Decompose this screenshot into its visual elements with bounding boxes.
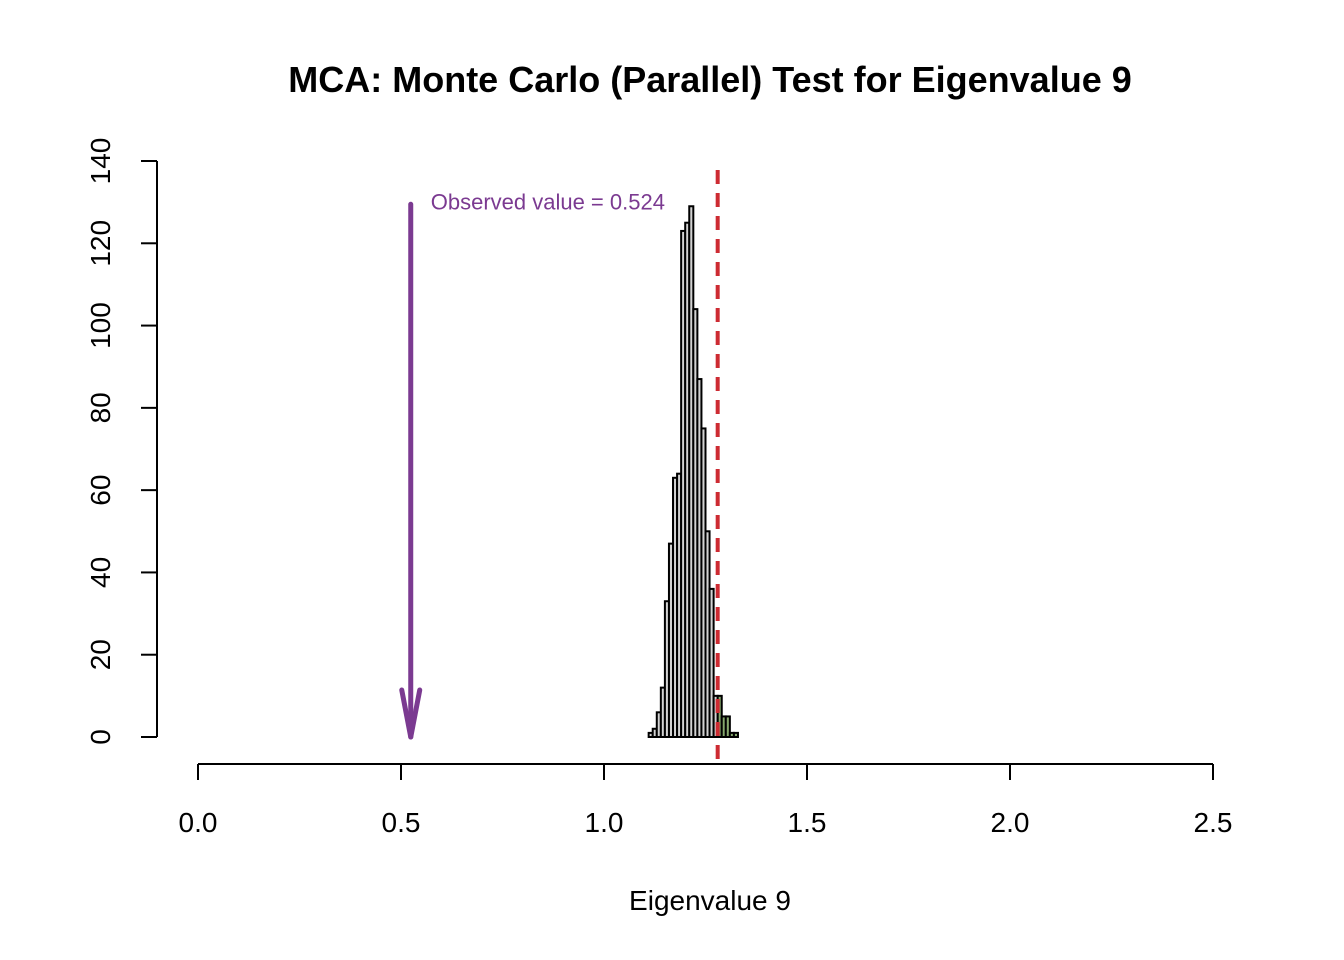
- x-axis: 0.0 0.5 1.0 1.5 2.0 2.5: [179, 763, 1233, 838]
- y-tick-label: 20: [85, 639, 116, 670]
- histogram-bar-21: [732, 731, 739, 739]
- y-tick-label: 60: [85, 475, 116, 506]
- y-tick-label: 80: [85, 392, 116, 423]
- y-tick-label: 0: [85, 729, 116, 745]
- observed-arrow-head: [399, 687, 423, 740]
- x-axis-label: Eigenvalue 9: [629, 885, 791, 916]
- histogram-bar-19: [724, 715, 731, 739]
- y-tick-label: 100: [85, 302, 116, 349]
- x-tick-label: 2.0: [991, 807, 1030, 838]
- x-tick-label: 1.0: [585, 807, 624, 838]
- histogram-bars: [647, 205, 739, 739]
- y-axis: 0 20 40 60 80 100 120 140: [85, 138, 158, 745]
- x-tick-label: 0.5: [382, 807, 421, 838]
- x-tick-label: 0.0: [179, 807, 218, 838]
- y-tick-label: 120: [85, 220, 116, 267]
- y-tick-label: 140: [85, 138, 116, 185]
- x-tick-label: 2.5: [1194, 807, 1233, 838]
- x-tick-label: 1.5: [788, 807, 827, 838]
- y-tick-label: 40: [85, 557, 116, 588]
- histogram-bar-15: [708, 587, 715, 739]
- observed-value-marker: Observed value = 0.524: [399, 189, 665, 740]
- chart-title: MCA: Monte Carlo (Parallel) Test for Eig…: [288, 59, 1132, 100]
- observed-value-label: Observed value = 0.524: [431, 189, 665, 214]
